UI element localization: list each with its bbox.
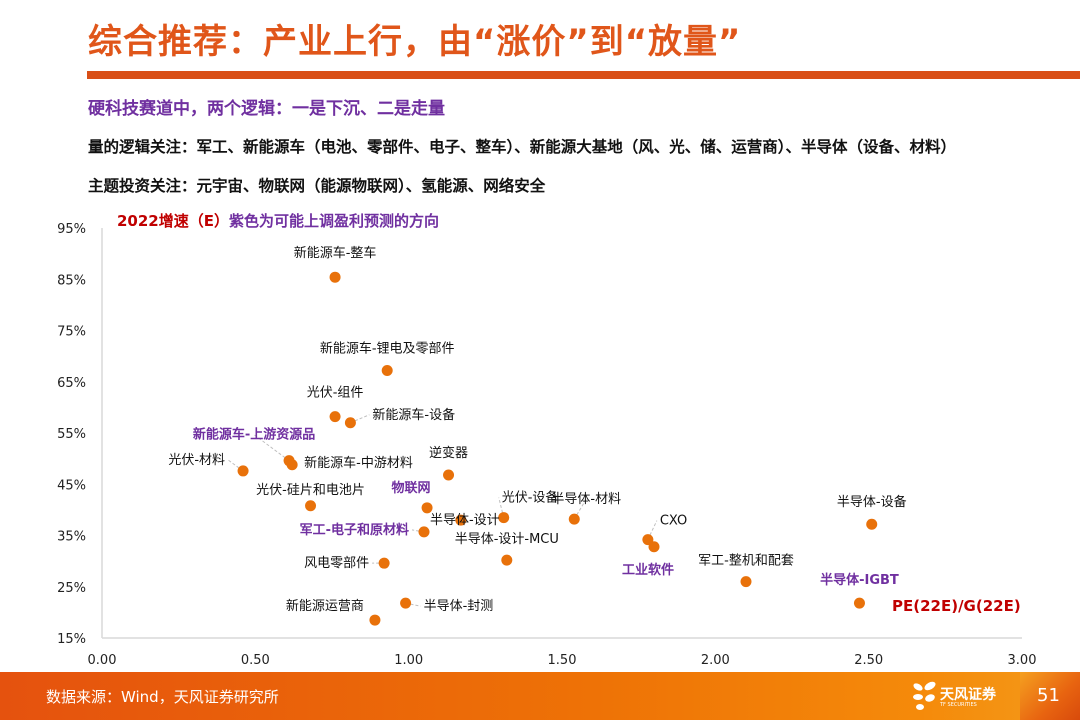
point-label: CXO <box>660 514 687 529</box>
x-tick-label: 2.00 <box>701 653 730 668</box>
page-title: 综合推荐：产业上行，由“涨价”到“放量” <box>88 22 742 62</box>
chart-title-part1: 2022增速（E） <box>117 212 229 230</box>
chart-title-part2: 紫色为可能上调盈利预测的方向 <box>229 212 439 230</box>
data-point <box>568 513 580 525</box>
page-number-block <box>1020 672 1080 720</box>
y-tick-label: 65% <box>57 376 86 391</box>
point-label: 半导体-设计-MCU <box>455 532 559 547</box>
x-tick-label: 3.00 <box>1008 653 1037 668</box>
data-point <box>237 465 249 477</box>
logo-flower-icon <box>913 681 936 710</box>
data-point <box>286 459 298 471</box>
volume-logic-text: 量的逻辑关注：军工、新能源车（电池、零部件、电子、整车）、新能源大基地（风、光、… <box>88 138 957 156</box>
y-tick-label: 45% <box>57 478 86 493</box>
point-label: 光伏-材料 <box>168 453 225 468</box>
x-tick-label: 1.00 <box>394 653 423 668</box>
data-point <box>648 541 660 553</box>
point-label: 半导体-设备 <box>837 494 907 510</box>
x-axis-label: PE(22E)/G(22E) <box>892 597 1021 615</box>
point-label: 半导体-设计 <box>430 513 500 528</box>
data-point <box>642 534 654 546</box>
point-label: 新能源运营商 <box>286 598 364 614</box>
leader-line <box>227 459 244 472</box>
data-point <box>369 614 381 626</box>
leader-line <box>350 414 370 424</box>
point-label: 光伏-硅片和电池片 <box>256 483 365 498</box>
point-label: 军工-电子和原材料 <box>300 522 409 538</box>
data-point <box>501 554 513 566</box>
chart-title: 2022增速（E）紫色为可能上调盈利预测的方向 <box>117 212 439 230</box>
point-label: 半导体-材料 <box>551 492 621 507</box>
logo-text-en: TF SECURITIES <box>940 702 977 708</box>
data-points <box>237 271 878 626</box>
footer-bar: 数据来源：Wind，天风证券研究所 天风证券 TF SECURITIES 51 <box>0 672 1080 720</box>
leader-line <box>498 497 505 518</box>
data-point <box>866 518 878 530</box>
y-tick-label: 85% <box>57 273 86 288</box>
y-tick-label: 15% <box>57 632 86 647</box>
x-tick-label: 1.50 <box>548 653 577 668</box>
point-label: 逆变器 <box>429 445 468 461</box>
point-label: 新能源车-整车 <box>294 245 377 261</box>
x-tick-label: 0.50 <box>241 653 270 668</box>
x-tick-label: 2.50 <box>854 653 883 668</box>
data-point <box>344 417 356 429</box>
leader-line <box>647 520 658 540</box>
point-label: 半导体-封测 <box>424 599 494 614</box>
point-label: 工业软件 <box>622 562 674 578</box>
data-point <box>378 557 390 569</box>
point-label: 新能源车-设备 <box>372 407 455 423</box>
x-tick-label: 0.00 <box>88 653 117 668</box>
data-point <box>421 502 433 514</box>
point-label: 物联网 <box>392 480 431 496</box>
data-point <box>329 411 341 423</box>
data-point <box>455 514 467 526</box>
point-label: 军工-整机和配套 <box>698 553 794 569</box>
point-label: 新能源车-锂电及零部件 <box>320 340 455 356</box>
leader-lines <box>227 414 658 607</box>
data-point <box>381 364 393 376</box>
data-point <box>305 500 317 512</box>
subtitle: 硬科技赛道中，两个逻辑：一是下沉、二是走量 <box>88 99 445 119</box>
y-tick-label: 25% <box>57 581 86 596</box>
point-labels: 新能源车-整车新能源车-锂电及零部件光伏-组件新能源车-设备新能源车-上游资源品… <box>168 245 906 614</box>
data-point <box>443 469 455 481</box>
y-tick-label: 75% <box>57 325 86 340</box>
logo-text-cn: 天风证券 <box>940 687 996 703</box>
y-tick-label: 35% <box>57 530 86 545</box>
theme-investment-text: 主题投资关注：元宇宙、物联网（能源物联网）、氢能源、网络安全 <box>88 177 546 195</box>
title-divider <box>87 71 1080 79</box>
data-point <box>400 597 412 609</box>
data-point <box>853 597 865 609</box>
leader-line <box>573 498 587 520</box>
data-point <box>498 512 510 524</box>
data-point <box>418 526 430 538</box>
point-label: 风电零部件 <box>304 556 369 571</box>
data-point <box>740 576 752 588</box>
chart-axes: 15% 25% 35% 45% 55% 65% 75% 85% 95% 0.00 0.50 1.00 1… <box>57 222 1036 668</box>
y-tick-label: 95% <box>57 222 86 237</box>
y-tick-label: 55% <box>57 427 86 442</box>
leader-line <box>253 434 290 462</box>
point-label: 光伏-组件 <box>307 386 364 401</box>
point-label: 半导体-IGBT <box>820 572 899 588</box>
scatter-chart: 15% 25% 35% 45% 55% 65% 75% 85% 95% 0.00 0.50 1.00 1… <box>57 212 1036 668</box>
page-number: 51 <box>1037 685 1060 706</box>
data-source: 数据来源：Wind，天风证券研究所 <box>46 688 279 706</box>
point-label: 新能源车-上游资源品 <box>193 427 315 443</box>
point-label: 光伏-设备 <box>502 490 559 506</box>
point-label: 新能源车-中游材料 <box>304 455 413 471</box>
data-point <box>329 271 341 283</box>
company-logo: 天风证券 TF SECURITIES <box>912 680 1022 714</box>
